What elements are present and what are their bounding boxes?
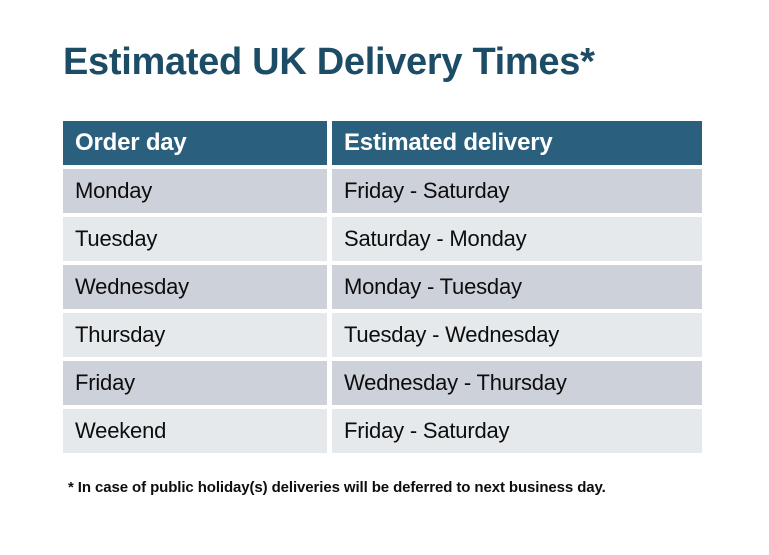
cell-order-day: Tuesday <box>63 217 327 261</box>
cell-order-day: Friday <box>63 361 327 405</box>
cell-order-day: Thursday <box>63 313 327 357</box>
header-cell-estimated-delivery: Estimated delivery <box>332 121 702 165</box>
cell-order-day: Wednesday <box>63 265 327 309</box>
delivery-times-table: Order day Estimated delivery Monday Frid… <box>63 121 702 453</box>
page-title: Estimated UK Delivery Times* <box>63 41 595 83</box>
cell-estimated-delivery: Monday - Tuesday <box>332 265 702 309</box>
cell-estimated-delivery: Friday - Saturday <box>332 169 702 213</box>
cell-estimated-delivery: Tuesday - Wednesday <box>332 313 702 357</box>
cell-order-day: Monday <box>63 169 327 213</box>
cell-order-day: Weekend <box>63 409 327 453</box>
footnote: * In case of public holiday(s) deliverie… <box>68 479 606 496</box>
header-cell-order-day: Order day <box>63 121 327 165</box>
cell-estimated-delivery: Saturday - Monday <box>332 217 702 261</box>
cell-estimated-delivery: Wednesday - Thursday <box>332 361 702 405</box>
cell-estimated-delivery: Friday - Saturday <box>332 409 702 453</box>
